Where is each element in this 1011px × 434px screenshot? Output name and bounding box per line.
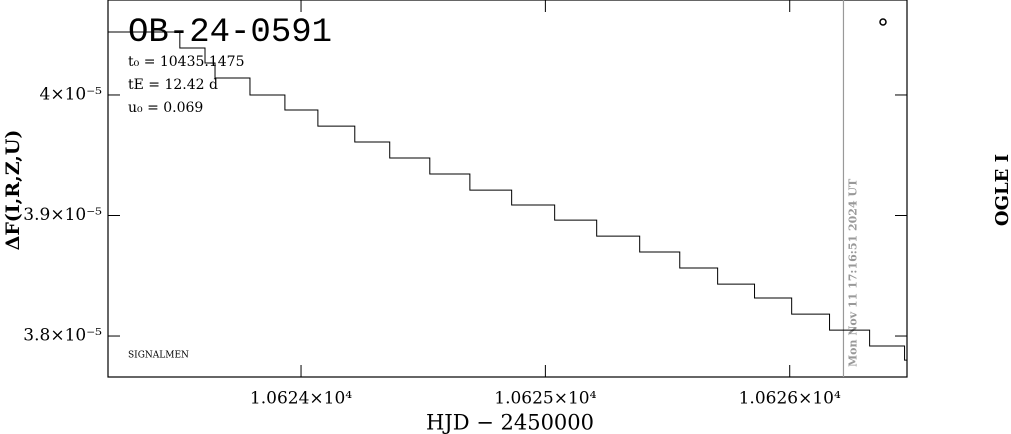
- plot-frame: [107, 0, 908, 378]
- y-tick-label: 3.8×10⁻⁵: [23, 326, 102, 346]
- right-label: OGLE I: [992, 154, 1011, 226]
- parameter: t₀ = 10435.1475: [128, 54, 244, 70]
- chart-title: OB-24-0591: [128, 14, 332, 52]
- y-tick-label: 4×10⁻⁵: [40, 84, 103, 104]
- data-line: [108, 31, 907, 361]
- x-tick-label: 1.0624×10⁴: [250, 389, 352, 409]
- parameter: u₀ = 0.069: [128, 100, 203, 116]
- y-axis-label: ΔF(I,R,Z,U): [2, 130, 24, 251]
- x-axis-label: HJD − 2450000: [426, 411, 594, 434]
- parameter: tE = 12.42 d: [128, 77, 218, 93]
- reference-label: Mon Nov 11 17:16:51 2024 UT: [846, 178, 859, 367]
- y-tick-label: 3.9×10⁻⁵: [23, 205, 102, 225]
- x-tick-label: 1.0625×10⁴: [494, 389, 596, 409]
- x-tick-label: 1.0626×10⁴: [739, 389, 841, 409]
- footer: SIGNALMEN: [128, 351, 189, 361]
- symbol: [879, 18, 887, 26]
